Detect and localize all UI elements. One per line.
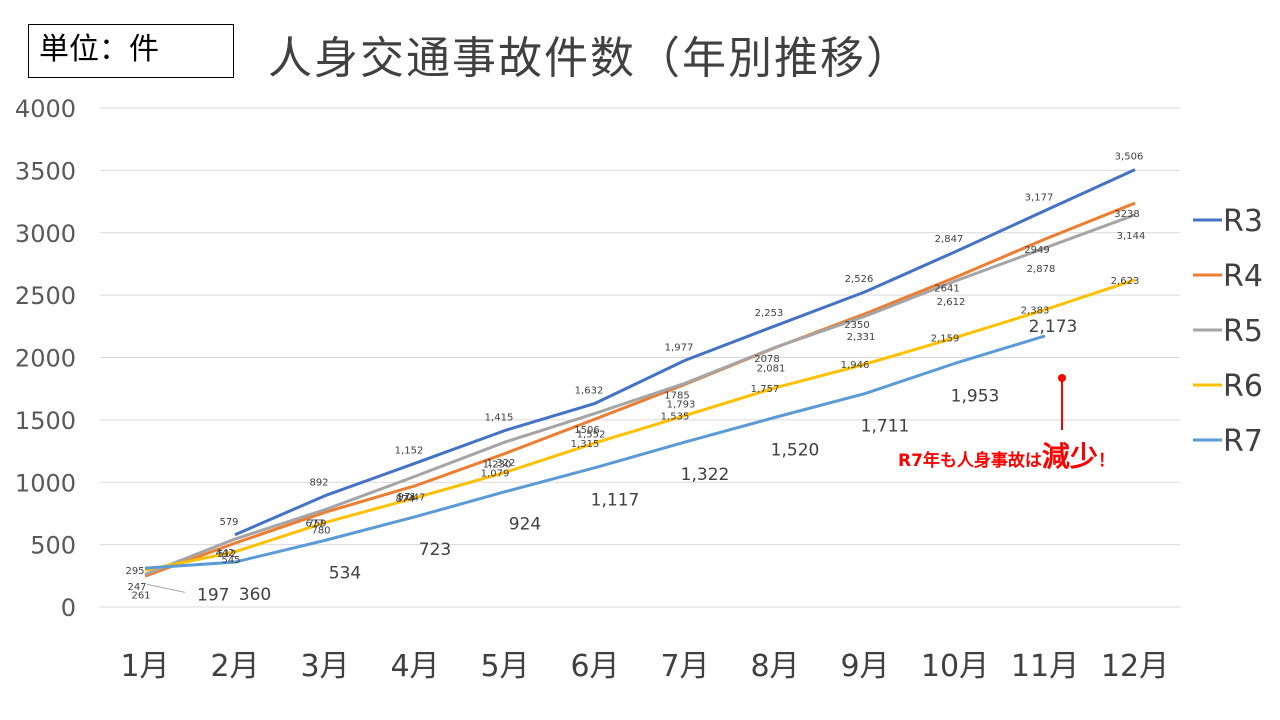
data-label-r5: 780: [311, 526, 330, 537]
data-label-r6: 1,757: [751, 384, 780, 395]
y-tick-label: 0: [61, 594, 76, 622]
data-label-r3: 2,847: [935, 234, 964, 245]
x-tick-label: 4月: [390, 649, 439, 684]
x-tick-label: 1月: [120, 649, 169, 684]
y-tick-label: 1000: [15, 469, 76, 497]
data-label-r6: 1,946: [841, 360, 870, 371]
data-label-r3: 579: [219, 517, 238, 528]
data-label-r7: 723: [419, 540, 451, 560]
data-label-r4: 2078: [754, 354, 779, 365]
data-label-r4: 1785: [664, 390, 689, 401]
x-tick-label: 3月: [300, 649, 349, 684]
x-tick-label: 12月: [1101, 649, 1169, 684]
y-tick-label: 1500: [15, 407, 76, 435]
x-tick-label: 11月: [1011, 649, 1079, 684]
legend-label: R6: [1223, 369, 1263, 404]
data-label-r5: 1,552: [577, 429, 606, 440]
data-label-r4: 971: [397, 492, 416, 503]
data-label-r6: 677: [305, 519, 324, 530]
legend-label: R7: [1223, 424, 1263, 459]
data-label-r7: 1,520: [771, 440, 820, 460]
data-label-r7: 360: [239, 585, 271, 605]
data-label-r3: 1,977: [665, 342, 694, 353]
data-label-r3: 2,253: [755, 308, 784, 319]
data-label-r4: 2949: [1024, 245, 1049, 256]
data-label-r7: 2,173: [1029, 317, 1078, 337]
y-tick-label: 500: [30, 532, 76, 560]
data-label-r4: 1506: [574, 425, 599, 436]
data-label-r6: 442: [215, 548, 234, 559]
unit-label: 単位：件: [28, 24, 234, 78]
data-label-r5: 2,612: [937, 297, 966, 308]
x-tick-label: 9月: [840, 649, 889, 684]
legend-label: R4: [1223, 259, 1263, 294]
data-label-r5: 2,878: [1027, 264, 1056, 275]
series-line-r7: [144, 334, 1046, 570]
x-tick-label: 7月: [660, 649, 709, 684]
data-label-r7: 534: [329, 563, 361, 583]
x-tick-label: 2月: [210, 649, 259, 684]
data-label-r6: 874: [395, 494, 414, 505]
data-label-r7: 1,117: [591, 491, 640, 511]
series-line-r5: [144, 213, 1136, 576]
x-tick-label: 6月: [570, 649, 619, 684]
data-label-r7: 924: [509, 515, 541, 535]
data-label-r5: 1,322: [487, 458, 516, 469]
y-tick-label: 4000: [15, 95, 76, 123]
legend-label: R5: [1223, 314, 1263, 349]
data-label-r5: 1,793: [667, 399, 696, 410]
x-tick-label: 10月: [921, 649, 989, 684]
leader-line: [146, 583, 186, 593]
data-label-r3: 3,506: [1115, 152, 1144, 163]
legend-label: R3: [1223, 204, 1263, 239]
data-label-r4: 759: [307, 518, 326, 529]
data-label-r5: 261: [131, 590, 150, 601]
series-line-r3: [234, 168, 1136, 537]
data-label-r3: 1,415: [485, 412, 514, 423]
data-label-r6: 2,159: [931, 334, 960, 345]
data-label-r7: 1,711: [861, 417, 910, 437]
data-label-r4: 2350: [844, 320, 869, 331]
data-label-r3: 2,526: [845, 274, 874, 285]
data-label-r4: 512: [217, 549, 236, 560]
y-tick-label: 2500: [15, 282, 76, 310]
annotation-dot: [1058, 374, 1066, 382]
data-label-r5: 2,081: [757, 363, 786, 374]
data-label-r7: 197: [197, 585, 229, 605]
data-label-r3: 1,632: [575, 385, 604, 396]
series-line-r6: [144, 278, 1136, 572]
annotation-text: R7年も人身事故は減少！: [898, 440, 1115, 473]
data-label-r4: 247: [127, 582, 146, 593]
y-tick-label: 3000: [15, 220, 76, 248]
data-label-r5: 2,331: [847, 332, 876, 343]
chart-title: 人身交通事故件数（年別推移）: [268, 33, 912, 84]
data-label-r3: 3,177: [1025, 193, 1054, 204]
data-label-r6: 2,623: [1111, 276, 1140, 287]
data-label-r4: 2641: [934, 284, 959, 295]
data-label-r5: 3,144: [1117, 231, 1146, 242]
y-tick-label: 3500: [15, 157, 76, 185]
data-label-r7: 1,322: [681, 465, 730, 485]
data-label-r6: 1,315: [571, 439, 600, 450]
data-label-r5: 1,047: [397, 492, 426, 503]
data-label-r4: 3238: [1114, 209, 1139, 220]
series-line-r4: [144, 201, 1136, 578]
data-label-r7: 1,953: [951, 386, 1000, 406]
data-label-r5: 545: [221, 555, 240, 566]
data-label-r3: 1,152: [395, 445, 424, 456]
data-label-r6: 1,079: [481, 468, 510, 479]
data-label-r6: 295: [125, 566, 144, 577]
data-label-r6: 1,535: [661, 412, 690, 423]
data-label-r4: 1,230: [483, 460, 512, 471]
data-label-r6: 2,383: [1021, 306, 1050, 317]
y-tick-label: 2000: [15, 345, 76, 373]
data-label-r3: 892: [309, 478, 328, 489]
x-tick-label: 5月: [480, 649, 529, 684]
x-tick-label: 8月: [750, 649, 799, 684]
